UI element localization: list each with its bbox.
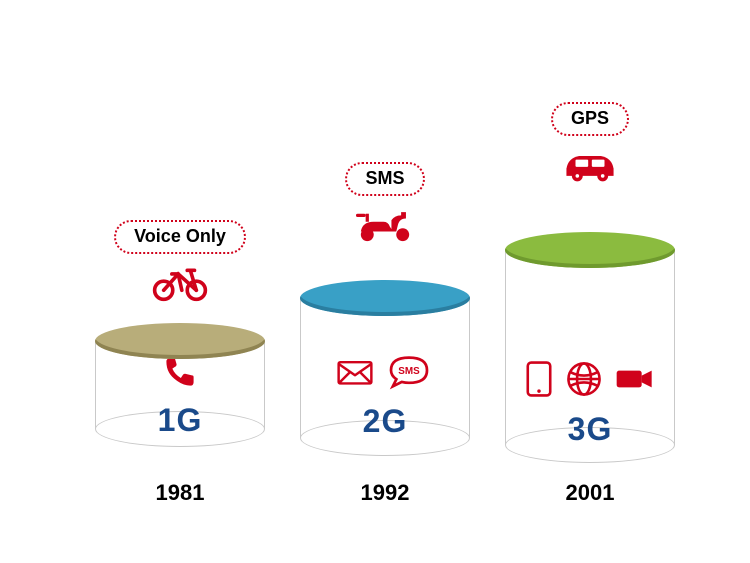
cylinder-lid — [300, 280, 470, 316]
year-label: 2001 — [505, 480, 675, 506]
infographic-stage: Voice Only 1G 1981 SMS — [0, 0, 750, 563]
generation-label: 2G — [363, 403, 408, 440]
capability-icons — [163, 355, 197, 394]
phone-icon — [163, 355, 197, 394]
cylinder-lid — [95, 323, 265, 359]
sms-bubble-icon: SMS — [385, 354, 433, 395]
feature-badge: SMS — [345, 162, 424, 196]
feature-badge: Voice Only — [114, 220, 246, 254]
generation-column: GPS — [495, 102, 685, 192]
tablet-icon — [525, 360, 553, 403]
generation-label: 1G — [158, 402, 203, 439]
generation-label: 3G — [568, 411, 613, 448]
generation-cylinder: 3G — [505, 232, 675, 463]
year-label: 1981 — [95, 480, 265, 506]
cylinder-content: 3G — [505, 268, 675, 448]
generation-cylinder: SMS 2G — [300, 280, 470, 456]
envelope-icon — [337, 357, 373, 392]
capability-icons — [525, 360, 655, 403]
generation-cylinder: 1G — [95, 323, 265, 447]
year-label: 1992 — [300, 480, 470, 506]
bicycle-icon — [151, 262, 209, 304]
scooter-icon — [356, 204, 414, 246]
feature-badge: GPS — [551, 102, 629, 136]
generation-column: SMS — [290, 162, 480, 252]
generation-column: Voice Only — [85, 220, 275, 310]
svg-text:SMS: SMS — [398, 366, 420, 377]
cylinder-content: 1G — [95, 359, 265, 439]
cylinder-content: SMS 2G — [300, 316, 470, 440]
car-icon — [561, 144, 619, 186]
camcorder-icon — [615, 365, 655, 398]
cylinder-lid — [505, 232, 675, 268]
globe-icon — [565, 360, 603, 403]
capability-icons: SMS — [337, 354, 433, 395]
